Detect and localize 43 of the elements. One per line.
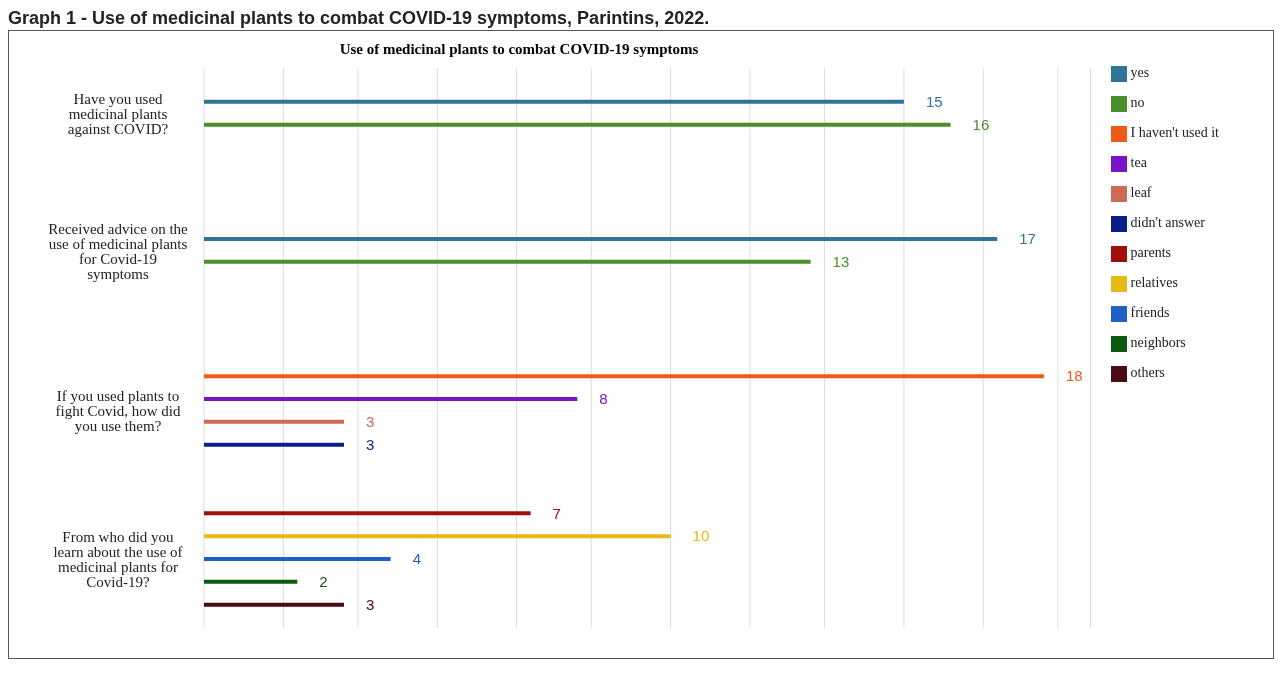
y-tick-label: If you used plants to fight Covid, how did you use them? [55, 388, 181, 435]
legend-label: relatives [1130, 275, 1178, 290]
data-label: 3 [365, 596, 375, 614]
bar [204, 511, 531, 516]
bar [204, 419, 344, 424]
y-tick-label: Received advice on the use of medicinal plants for Covid-19 symptoms [48, 220, 189, 282]
bar [204, 397, 578, 401]
legend-label: I haven't used it [1130, 125, 1219, 140]
data-label: 18 [1065, 367, 1083, 385]
bar [204, 557, 391, 561]
caption: Graph 1 - Use of medicinal plants to combat COVID-19 symptoms, Parintins, 2022. [8, 8, 711, 30]
data-label: 15 [925, 93, 943, 111]
chart-title: Use of medicinal plants to combat COVID-19 symptoms [338, 41, 700, 58]
bar [204, 259, 811, 264]
data-label: 17 [1019, 230, 1036, 248]
data-label: 10 [692, 527, 710, 545]
legend-label: tea [1130, 155, 1147, 170]
data-label: 8 [599, 390, 608, 408]
y-tick-label: Have you used medicinal plants against COVID? [67, 91, 169, 138]
y-tick-label: From who did you learn about the use of medicinal plants for Covid-19? [53, 529, 183, 591]
bar [204, 122, 951, 127]
data-label: 16 [972, 116, 990, 134]
legend-label: no [1130, 95, 1145, 110]
bar [204, 374, 1044, 379]
data-label: 3 [365, 436, 375, 454]
bar [204, 99, 904, 104]
legend-label: yes [1130, 65, 1150, 80]
data-label: 13 [832, 253, 850, 271]
data-label: 3 [365, 413, 375, 431]
data-label: 2 [319, 573, 328, 591]
data-label: 4 [412, 550, 421, 568]
legend-label: others [1130, 365, 1165, 380]
bar [204, 579, 298, 584]
bar [204, 602, 344, 607]
legend-label: didn't answer [1130, 215, 1205, 230]
bar [204, 442, 344, 447]
bar [204, 534, 671, 539]
legend-label: parents [1130, 245, 1171, 260]
data-label: 7 [552, 504, 561, 522]
legend-label: friends [1130, 305, 1170, 320]
legend-label: leaf [1130, 185, 1152, 200]
bar [204, 237, 998, 241]
legend-label: neighbors [1130, 335, 1186, 350]
